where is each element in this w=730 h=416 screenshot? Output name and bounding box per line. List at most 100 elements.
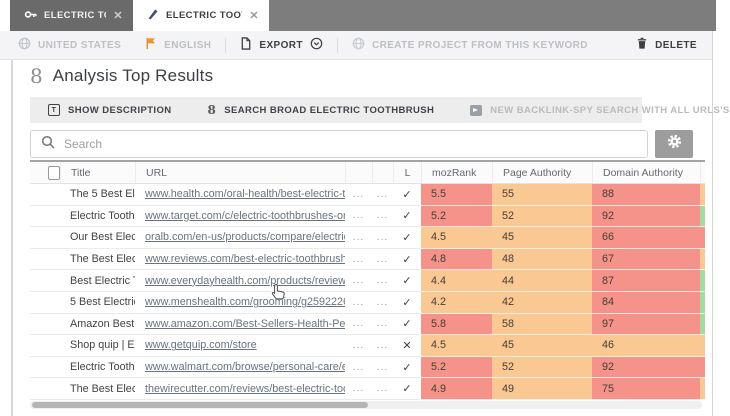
table-row: Shop quip | Ele... www.getquip.com/store… — [30, 335, 705, 357]
chevron-down-icon — [310, 37, 323, 53]
domain-authority-cell: 75 — [592, 378, 700, 400]
select-all-checkbox[interactable] — [48, 165, 60, 180]
row-select-cell[interactable] — [30, 227, 60, 249]
column-header-page-authority[interactable]: Page Authority — [492, 162, 592, 183]
close-icon[interactable]: ✕ — [249, 10, 259, 22]
page-authority-cell: 45 — [492, 227, 592, 249]
delete-button[interactable]: DELETE — [636, 37, 697, 53]
globe-icon — [18, 37, 31, 53]
tab-analysis[interactable]: ELECTRIC TOOTHB... ✕ — [133, 0, 269, 31]
google-search-icon: 8 — [207, 103, 217, 117]
more-menu[interactable]: ... — [372, 184, 393, 206]
close-icon[interactable]: ✕ — [113, 10, 123, 22]
listed-check: ✓ — [393, 249, 421, 271]
results-table: Title URL L mozRank Page Authority Domai… — [30, 160, 705, 400]
more-menu[interactable]: ... — [345, 314, 372, 336]
backlink-spy-icon — [470, 104, 483, 116]
new-backlink-spy-button: NEW BACKLINK-SPY SEARCH WITH ALL URLS'S — [452, 97, 730, 123]
column-header-blank-1 — [345, 162, 372, 183]
column-header-domain-authority[interactable]: Domain Authority — [592, 162, 700, 183]
listed-check: ✓ — [393, 378, 421, 400]
more-menu[interactable]: ... — [372, 227, 393, 249]
result-url[interactable]: thewirecutter.com/reviews/best-electric-… — [145, 382, 345, 395]
page-title-text: Analysis Top Results — [52, 66, 214, 85]
action-toolbar: UNITED STATES ENGLISH EXPORT CREATE PROJ… — [0, 31, 713, 60]
column-header-title[interactable]: Title — [60, 162, 135, 183]
row-select-cell[interactable] — [30, 335, 60, 357]
more-menu[interactable]: ... — [372, 314, 393, 336]
flag-icon — [145, 37, 157, 53]
more-menu[interactable]: ... — [345, 206, 372, 228]
clipped-metric-cell — [700, 378, 705, 400]
row-select-cell[interactable] — [30, 314, 60, 336]
result-title: 5 Best Electric ... — [60, 292, 135, 314]
clipped-metric-cell — [700, 335, 705, 357]
table-row: The 5 Best Elec... www.health.com/oral-h… — [30, 184, 705, 206]
result-url[interactable]: www.target.com/c/electric-toothbrushes-o… — [145, 209, 345, 222]
horizontal-scrollbar[interactable] — [30, 401, 702, 409]
column-header-mozrank[interactable]: mozRank — [421, 162, 492, 183]
row-select-cell[interactable] — [30, 357, 60, 379]
result-url[interactable]: www.health.com/oral-health/best-electric… — [145, 188, 345, 201]
row-select-cell[interactable] — [30, 378, 60, 400]
result-url[interactable]: www.everydayhealth.com/products/reviews/… — [145, 274, 345, 287]
result-url[interactable]: www.reviews.com/best-electric-toothbrush… — [145, 253, 345, 266]
listed-check: ✓ — [393, 270, 421, 292]
column-header-url[interactable]: URL — [135, 162, 345, 183]
result-url[interactable]: www.menshealth.com/grooming/g25922261/..… — [145, 296, 345, 309]
more-menu[interactable]: ... — [372, 378, 393, 400]
more-menu[interactable]: ... — [372, 335, 393, 357]
mozrank-cell: 5.2 — [421, 356, 492, 379]
table-row: Our Best Electr... oralb.com/en-us/produ… — [30, 227, 705, 249]
row-select-cell[interactable] — [30, 184, 60, 206]
result-title: Electric Toothb... — [60, 357, 135, 379]
table-row: The Best Electr... www.reviews.com/best-… — [30, 248, 705, 271]
page-authority-cell: 52 — [492, 356, 592, 379]
more-menu[interactable]: ... — [372, 270, 393, 292]
result-title: Amazon Best S... — [60, 314, 135, 336]
page-authority-cell: 44 — [492, 270, 592, 292]
show-description-button[interactable]: T SHOW DESCRIPTION — [30, 97, 190, 123]
delete-label: DELETE — [655, 39, 697, 51]
more-menu[interactable]: ... — [345, 270, 372, 292]
analysis-tab-icon — [147, 8, 159, 23]
more-menu[interactable]: ... — [372, 357, 393, 379]
row-select-cell[interactable] — [30, 292, 60, 314]
listed-check: ✓ — [393, 227, 421, 249]
result-url[interactable]: oralb.com/en-us/products/compare/electri… — [145, 231, 345, 244]
country-selector: UNITED STATES — [18, 37, 121, 53]
page-authority-cell: 58 — [492, 313, 592, 336]
mozrank-cell: 5.8 — [421, 313, 492, 336]
page-authority-cell: 52 — [492, 205, 592, 228]
table-settings-button[interactable] — [655, 130, 693, 158]
more-menu[interactable]: ... — [345, 357, 372, 379]
more-menu[interactable]: ... — [372, 292, 393, 314]
scrollbar-thumb[interactable] — [32, 402, 368, 408]
clipped-metric-cell — [700, 313, 705, 336]
export-button[interactable]: EXPORT — [240, 37, 323, 53]
more-menu[interactable]: ... — [345, 335, 372, 357]
more-menu[interactable]: ... — [372, 206, 393, 228]
country-label: UNITED STATES — [38, 39, 122, 51]
more-menu[interactable]: ... — [345, 378, 372, 400]
search-input[interactable]: Search — [30, 130, 648, 158]
more-menu[interactable]: ... — [345, 227, 372, 249]
result-url[interactable]: www.getquip.com/store — [145, 339, 257, 352]
search-broad-button[interactable]: 8 SEARCH BROAD ELECTRIC TOOTHBRUSH — [190, 97, 453, 123]
search-broad-label: SEARCH BROAD ELECTRIC TOOTHBRUSH — [224, 104, 435, 116]
mozrank-cell: 5.2 — [421, 205, 492, 228]
row-select-cell[interactable] — [30, 249, 60, 271]
column-header-listed[interactable]: L — [393, 162, 421, 183]
row-select-cell[interactable] — [30, 270, 60, 292]
more-menu[interactable]: ... — [345, 184, 372, 206]
more-menu[interactable]: ... — [372, 249, 393, 271]
row-select-cell[interactable] — [30, 206, 60, 228]
result-url[interactable]: www.amazon.com/Best-Sellers-Health-Perso… — [145, 317, 345, 330]
result-url[interactable]: www.walmart.com/browse/personal-care/ele… — [145, 361, 345, 374]
mozrank-cell: 4.5 — [421, 227, 492, 249]
tab-keyword[interactable]: ELECTRIC TOOTHB... ✕ — [10, 0, 133, 31]
more-menu[interactable]: ... — [345, 249, 372, 271]
more-menu[interactable]: ... — [345, 292, 372, 314]
export-label: EXPORT — [259, 39, 303, 51]
